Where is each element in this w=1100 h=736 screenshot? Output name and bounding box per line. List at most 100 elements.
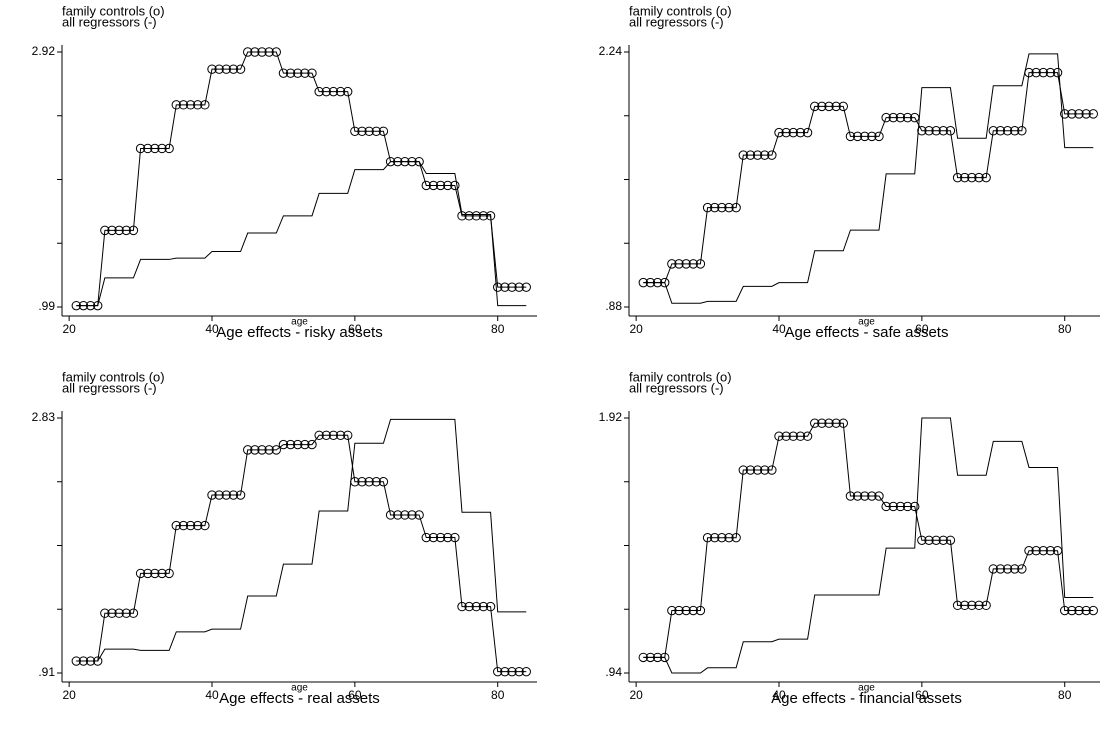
marker: [1060, 109, 1070, 119]
marker: [300, 439, 310, 450]
marker: [407, 510, 417, 520]
marker: [378, 126, 389, 136]
marker: [414, 510, 424, 520]
marker: [974, 172, 984, 183]
y-tick-label: .99: [38, 299, 55, 313]
marker: [150, 143, 160, 154]
marker: [831, 101, 841, 112]
marker: [1038, 67, 1048, 78]
marker: [824, 418, 834, 428]
marker: [988, 126, 998, 136]
marker: [421, 180, 431, 191]
marker: [400, 510, 410, 520]
marker: [164, 568, 174, 579]
marker: [514, 666, 524, 677]
marker: [157, 143, 167, 154]
marker: [178, 520, 189, 531]
marker: [371, 126, 381, 136]
marker: [264, 47, 274, 57]
marker: [867, 491, 877, 501]
marker: [464, 601, 474, 612]
marker: [357, 477, 367, 487]
marker: [702, 202, 713, 213]
legend-entry: all regressors (-): [629, 14, 724, 29]
chart-title: Age effects - risky assets: [216, 324, 382, 341]
marker: [974, 600, 984, 611]
marker: [981, 172, 991, 183]
panel: family controls (o)all regressors (-) .91…: [32, 369, 537, 707]
marker: [667, 259, 677, 269]
marker: [710, 202, 720, 213]
marker: [264, 445, 274, 455]
series-line: [643, 422, 1094, 658]
marker: [810, 418, 820, 428]
marker: [521, 666, 531, 677]
marker: [235, 64, 246, 74]
marker: [881, 112, 891, 123]
marker: [745, 465, 756, 475]
marker: [745, 150, 756, 160]
legend-entry: family controls (o): [62, 369, 165, 384]
marker: [760, 465, 770, 475]
marker: [1002, 126, 1013, 136]
marker: [285, 439, 296, 450]
marker: [450, 532, 460, 543]
series-line: [643, 53, 1094, 304]
x-axis-label: age: [858, 683, 875, 694]
marker: [952, 600, 963, 611]
marker: [250, 47, 260, 57]
x-tick-label: 60: [915, 688, 929, 702]
panel: family controls (o)all regressors (-) .99…: [32, 3, 537, 341]
marker: [428, 180, 439, 191]
marker: [378, 477, 389, 487]
marker: [271, 445, 281, 455]
chart-title: Age effects - real assets: [219, 690, 380, 707]
marker: [1045, 67, 1056, 78]
marker: [464, 211, 474, 221]
marker: [967, 600, 977, 611]
x-tick-label: 60: [915, 322, 929, 336]
marker: [128, 225, 139, 236]
panel: family controls (o)all regressors (-) .94…: [599, 369, 1100, 707]
marker: [781, 127, 791, 138]
marker: [207, 64, 217, 74]
marker: [888, 501, 898, 512]
marker: [981, 600, 991, 611]
x-tick-label: 80: [1058, 322, 1072, 336]
marker: [874, 131, 884, 142]
marker: [200, 520, 210, 531]
marker: [881, 501, 891, 512]
marker: [1002, 564, 1013, 574]
marker: [435, 532, 446, 543]
marker: [874, 491, 884, 501]
x-tick-label: 20: [629, 688, 643, 702]
marker: [171, 100, 181, 110]
marker: [314, 86, 324, 97]
marker: [945, 126, 956, 136]
marker: [200, 100, 210, 110]
marker: [845, 131, 856, 142]
y-tick-label: 2.24: [599, 44, 623, 58]
marker: [860, 131, 870, 142]
marker: [767, 150, 777, 160]
marker: [300, 68, 310, 78]
marker: [500, 282, 510, 292]
marker: [1010, 126, 1020, 136]
marker: [364, 126, 374, 136]
marker: [1081, 109, 1091, 119]
marker: [752, 150, 763, 160]
marker: [257, 47, 267, 57]
marker: [860, 491, 870, 501]
x-tick-label: 40: [772, 322, 786, 336]
marker: [702, 532, 713, 543]
marker: [717, 202, 727, 213]
marker: [371, 477, 381, 487]
marker: [457, 601, 467, 612]
marker: [250, 445, 260, 455]
marker: [507, 282, 517, 292]
marker: [343, 430, 353, 440]
marker: [443, 180, 453, 191]
marker: [235, 490, 246, 500]
marker: [1060, 605, 1070, 616]
